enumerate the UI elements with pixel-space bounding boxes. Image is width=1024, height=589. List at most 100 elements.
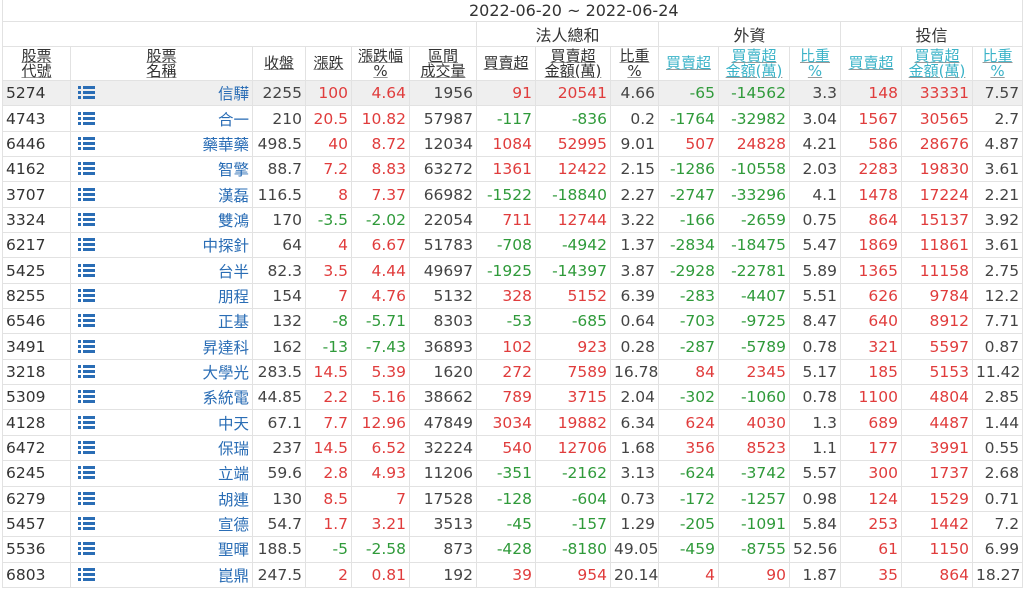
value-cell: 3715	[535, 384, 611, 411]
value-cell: 626	[840, 282, 902, 310]
column-header[interactable]: 買賣超	[658, 46, 719, 81]
value-cell: 18.27	[971, 561, 1024, 588]
stock-name[interactable]: 正基	[217, 313, 249, 332]
header-line: 金額(萬)	[725, 61, 783, 80]
stock-row[interactable]: 3707 漢磊 116.5 8 7.37 66982 -1522 -18840 2.27 -274…	[2, 181, 1024, 208]
stock-row[interactable]: 3491 昇達科 162 -13 -7.43 36893 102 923 0.28 -287 -57…	[2, 333, 1024, 360]
stock-name[interactable]: 台半	[217, 262, 249, 281]
column-header[interactable]: 買賣超	[840, 46, 902, 81]
stock-row[interactable]: 8255 朋程 154 7 4.76 5132 328 5152 6.39 -283 -4407 5.…	[2, 282, 1024, 310]
value-cell: 162	[252, 333, 306, 360]
list-icon[interactable]	[78, 85, 95, 100]
stock-row[interactable]: 4743 合一 210 20.5 10.82 57987 -117 -836 0.2 -1764-…	[2, 105, 1024, 132]
stock-name[interactable]: 立端	[217, 465, 249, 484]
column-header[interactable]: 比重%	[971, 46, 1024, 81]
stock-name-cell: 漢磊	[70, 181, 253, 208]
value-cell: 66982	[409, 181, 477, 208]
stock-name[interactable]: 大學光	[202, 363, 249, 382]
column-header[interactable]: 買賣超	[476, 46, 536, 81]
stock-name[interactable]: 朋程	[217, 287, 249, 306]
list-icon[interactable]	[78, 237, 95, 252]
stock-row[interactable]: 3218 大學光 283.5 14.5 5.39 1620 272 7589 16.78 84 23…	[2, 358, 1024, 386]
value-cell: -157	[535, 510, 611, 538]
list-icon[interactable]	[78, 491, 95, 506]
list-icon[interactable]	[78, 541, 95, 556]
stock-row[interactable]: 5457 宣德 54.7 1.7 3.21 3513 -45 -157 1.29 -205 -109…	[2, 510, 1024, 538]
list-icon[interactable]	[78, 440, 95, 455]
stock-name-cell: 正基	[70, 308, 253, 335]
stock-name[interactable]: 崑鼎	[217, 566, 249, 585]
stock-row[interactable]: 4162 智擎 88.7 7.2 8.83 63272 1361 12422 2.15 -1286…	[2, 156, 1024, 183]
stock-row[interactable]: 6546 正基 132 -8 -5.71 8303 -53 -685 0.64 -703 -9725…	[2, 308, 1024, 335]
value-cell: 0.78	[789, 333, 841, 360]
list-icon[interactable]	[78, 187, 95, 202]
stock-name[interactable]: 聖暉	[217, 541, 249, 560]
value-cell: 2.8	[305, 460, 352, 487]
icon-bar	[83, 344, 95, 348]
stock-name[interactable]: 漢磊	[217, 186, 249, 205]
stock-row[interactable]: 5425 台半 82.3 3.5 4.44 49697 -1925 -14397 3.87 -29…	[2, 257, 1024, 284]
list-icon[interactable]	[78, 136, 95, 151]
stock-name[interactable]: 信驊	[217, 85, 249, 104]
stock-row[interactable]: 6446 藥華藥 498.5 40 8.72 12034 1084 52995 9.01 507 2…	[2, 130, 1024, 158]
value-cell: 148	[840, 79, 902, 107]
column-header[interactable]: 收盤	[252, 46, 306, 81]
stock-row[interactable]: 4128 中天 67.1 7.7 12.96 47849 3034 19882 6.34 624 4…	[2, 409, 1024, 436]
list-icon[interactable]	[78, 389, 95, 404]
stock-row[interactable]: 6217 中探針 64 4 6.67 51783 -708 -4942 1.37 -2834 -18…	[2, 232, 1024, 259]
value-cell: 4.1	[789, 181, 841, 208]
list-icon[interactable]	[78, 339, 95, 354]
stock-name[interactable]: 保瑞	[217, 439, 249, 458]
stock-row[interactable]: 6472 保瑞 237 14.5 6.52 32224 540 12706 1.68 356 852…	[2, 434, 1024, 462]
stock-code: 4743	[2, 105, 71, 132]
stock-row[interactable]: 6803 崑鼎 247.5 2 0.81 192 39 954 20.14 4 90 1.87 35 86…	[2, 561, 1024, 588]
icon-bar	[83, 420, 95, 424]
list-icon[interactable]	[78, 313, 95, 328]
header-line: 漲跌幅	[357, 46, 403, 65]
stock-row[interactable]: 6245 立端 59.6 2.8 4.93 11206 -351 -2162 3.13 -624-…	[2, 460, 1024, 487]
stock-row[interactable]: 5309 系統電 44.85 2.2 5.16 38662 789 3715 2.04 -302-…	[2, 384, 1024, 411]
list-icon[interactable]	[78, 212, 95, 227]
column-header[interactable]: 區間 成交量	[409, 46, 477, 81]
stock-name[interactable]: 昇達科	[202, 338, 249, 357]
header-line: 比重	[799, 46, 830, 65]
stock-name[interactable]: 智擎	[217, 161, 249, 180]
column-header[interactable]: 比重%	[789, 46, 841, 81]
value-cell: 12.2	[971, 282, 1024, 310]
list-icon[interactable]	[78, 263, 95, 278]
stock-name[interactable]: 宣德	[217, 516, 249, 535]
list-icon[interactable]	[78, 567, 95, 582]
column-header[interactable]: 買賣超 金額(萬)	[901, 46, 973, 81]
column-header[interactable]: 股票 代號	[2, 46, 71, 81]
stock-row[interactable]: 3324 雙鴻 170 -3.5 -2.02 22054 711 12744 3.22 -166-…	[2, 206, 1024, 234]
stock-name[interactable]: 合一	[217, 110, 249, 129]
stock-name[interactable]: 系統電	[202, 389, 249, 408]
value-cell: 0.71	[971, 485, 1024, 512]
stock-row[interactable]: 5274 信驊 2255 100 4.64 1956 91 20541 4.66 -65 -1456…	[2, 79, 1024, 107]
list-icon[interactable]	[78, 288, 95, 303]
list-icon[interactable]	[78, 465, 95, 480]
value-cell: 1.7	[305, 510, 352, 538]
list-icon[interactable]	[78, 364, 95, 379]
icon-bar	[83, 141, 95, 145]
stock-name[interactable]: 藥華藥	[202, 135, 249, 154]
stock-row[interactable]: 5536 聖暉 188.5 -5 -2.58 873 -428 -8180 49.05 -459-…	[2, 536, 1024, 563]
column-row: 股票 代號 股票 名稱 收盤 漲跌 漲跌幅% 區間 成交量 買賣超 買賣超 金額(萬) 比重% 買賣超 買賣…	[2, 46, 1024, 81]
stock-name[interactable]: 胡連	[217, 490, 249, 509]
list-icon[interactable]	[78, 161, 95, 176]
column-header[interactable]: 股票 名稱	[70, 46, 253, 81]
column-header[interactable]: 買賣超 金額(萬)	[718, 46, 790, 81]
column-header[interactable]: 買賣超 金額(萬)	[535, 46, 611, 81]
column-header[interactable]: 比重%	[610, 46, 659, 81]
stock-name[interactable]: 中天	[217, 414, 249, 433]
icon-bar	[78, 172, 81, 176]
column-header[interactable]: 漲跌幅%	[351, 46, 410, 81]
list-icon[interactable]	[78, 111, 95, 126]
list-icon[interactable]	[78, 415, 95, 430]
column-header[interactable]: 漲跌	[305, 46, 352, 81]
value-cell: 2283	[840, 156, 902, 183]
stock-name[interactable]: 中探針	[202, 237, 249, 256]
list-icon[interactable]	[78, 516, 95, 531]
stock-row[interactable]: 6279 胡連 130 8.5 7 17528 -128 -604 0.73 -172 -1257 0…	[2, 485, 1024, 512]
stock-name[interactable]: 雙鴻	[217, 211, 249, 230]
